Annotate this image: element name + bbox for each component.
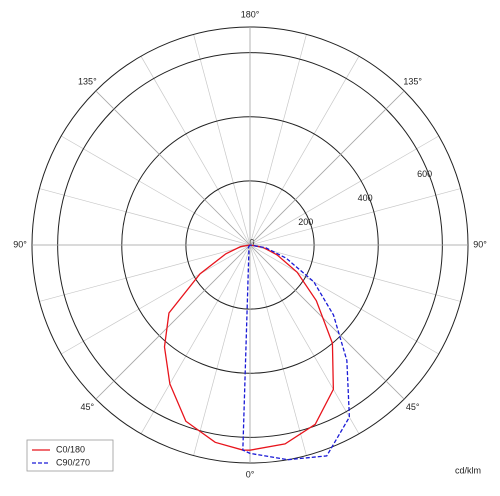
angle-tick-label: 180° xyxy=(241,9,260,19)
spoke xyxy=(193,244,251,456)
r-tick-label: 400 xyxy=(358,193,373,203)
r-tick-label: 200 xyxy=(298,217,313,227)
spoke xyxy=(249,34,307,246)
grid: 0 200 400 600 0° 45° 45° 90° 90° 135° 135° 180° xyxy=(13,9,487,479)
angle-tick-label: 135° xyxy=(403,77,422,87)
spoke xyxy=(140,56,251,246)
spoke xyxy=(39,244,251,302)
angle-tick-label: 135° xyxy=(78,77,97,87)
angle-grid-line xyxy=(249,90,405,246)
spoke xyxy=(39,188,251,246)
spoke xyxy=(193,34,251,246)
legend-label: C90/270 xyxy=(56,457,90,467)
spoke xyxy=(249,135,439,246)
spoke xyxy=(249,188,461,246)
angle-tick-label: 90° xyxy=(473,239,487,249)
series-line xyxy=(242,244,351,461)
spoke xyxy=(249,244,439,355)
angle-tick-label: 45° xyxy=(81,402,95,412)
spoke xyxy=(249,244,461,302)
series-line xyxy=(163,244,335,451)
spoke xyxy=(61,244,251,355)
legend-label: C0/180 xyxy=(56,444,85,454)
angle-tick-label: 45° xyxy=(406,402,420,412)
spoke xyxy=(249,244,360,434)
angle-tick-label: 0° xyxy=(246,469,255,479)
spoke xyxy=(249,56,360,246)
angle-tick-label: 90° xyxy=(13,239,27,249)
spoke xyxy=(249,244,307,456)
spoke xyxy=(61,135,251,246)
legend: C0/180 C90/270 xyxy=(32,444,90,467)
angle-grid-line xyxy=(249,244,405,400)
spoke xyxy=(140,244,251,434)
r-tick-label: 0 xyxy=(249,237,254,247)
angle-grid-line xyxy=(95,244,251,400)
plot xyxy=(163,244,351,461)
unit-label: cd/klm xyxy=(455,465,481,475)
r-tick-label: 600 xyxy=(417,169,432,179)
legend-box xyxy=(26,439,114,472)
angle-grid-line xyxy=(95,90,251,246)
